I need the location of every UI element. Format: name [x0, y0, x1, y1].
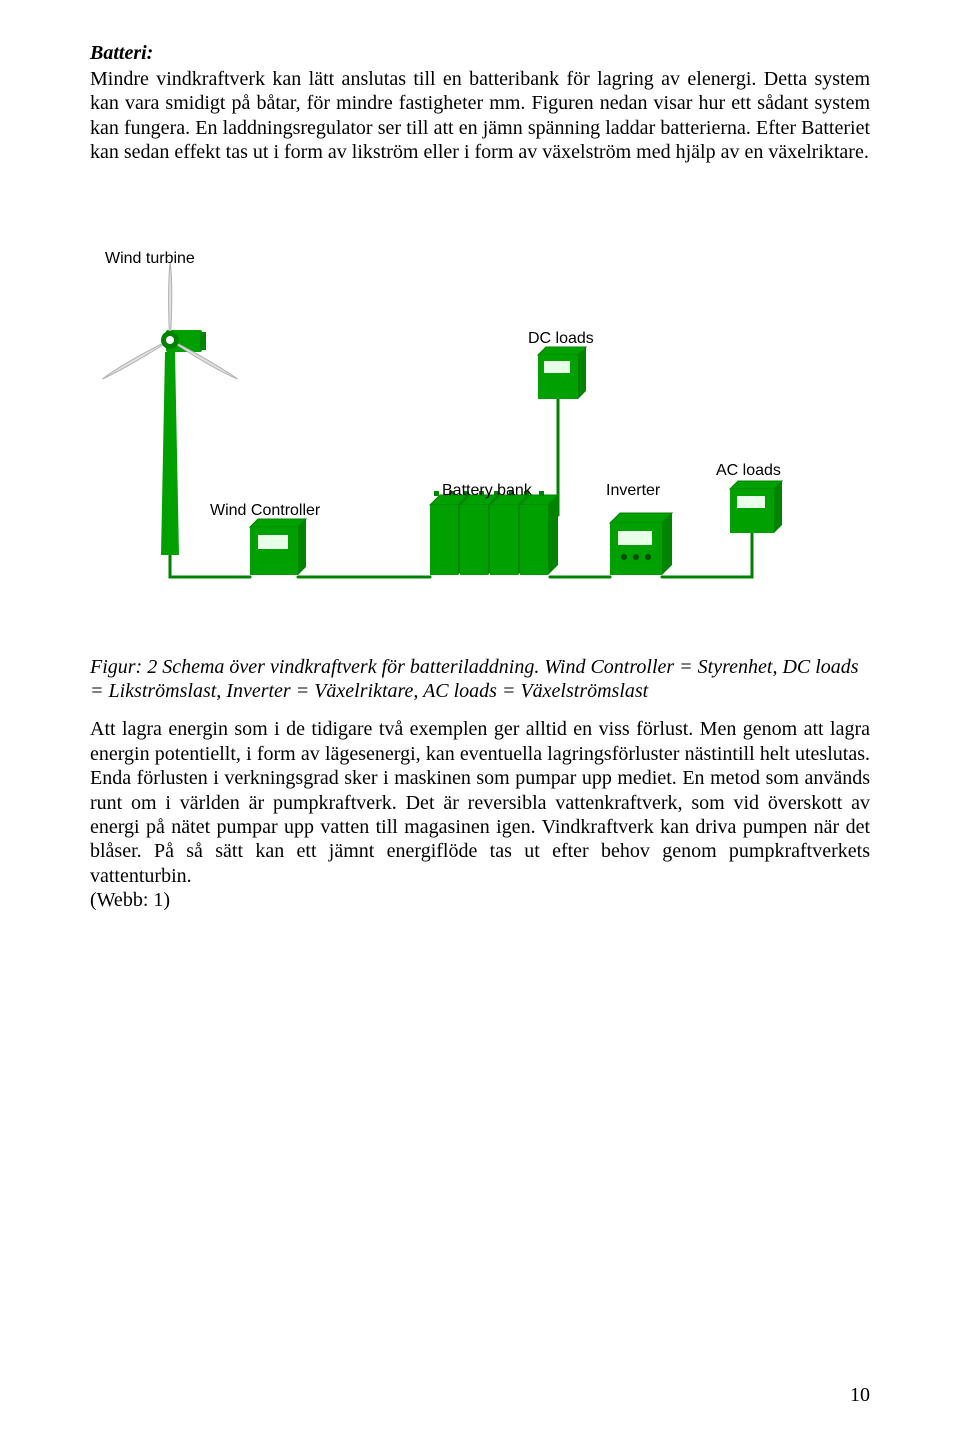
- section-title: Batteri:: [90, 42, 870, 65]
- svg-text:Inverter: Inverter: [606, 482, 661, 499]
- svg-text:Wind Controller: Wind Controller: [210, 502, 321, 519]
- page-number: 10: [850, 1384, 870, 1407]
- paragraph-1: Mindre vindkraftverk kan lätt anslutas t…: [90, 67, 870, 165]
- svg-text:DC loads: DC loads: [528, 330, 594, 347]
- svg-text:Wind turbine: Wind turbine: [105, 250, 195, 267]
- paragraph-2: Att lagra energin som i de tidigare två …: [90, 717, 870, 888]
- diagram-container: Wind turbine Wind Controller Battery bank D…: [90, 225, 870, 605]
- wind-system-diagram: Wind turbine Wind Controller Battery bank D…: [90, 225, 870, 605]
- svg-text:Battery bank: Battery bank: [442, 482, 533, 499]
- svg-text:AC loads: AC loads: [716, 462, 781, 479]
- figure-caption: Figur: 2 Schema över vindkraftverk för b…: [90, 655, 870, 704]
- reference: (Webb: 1): [90, 888, 870, 912]
